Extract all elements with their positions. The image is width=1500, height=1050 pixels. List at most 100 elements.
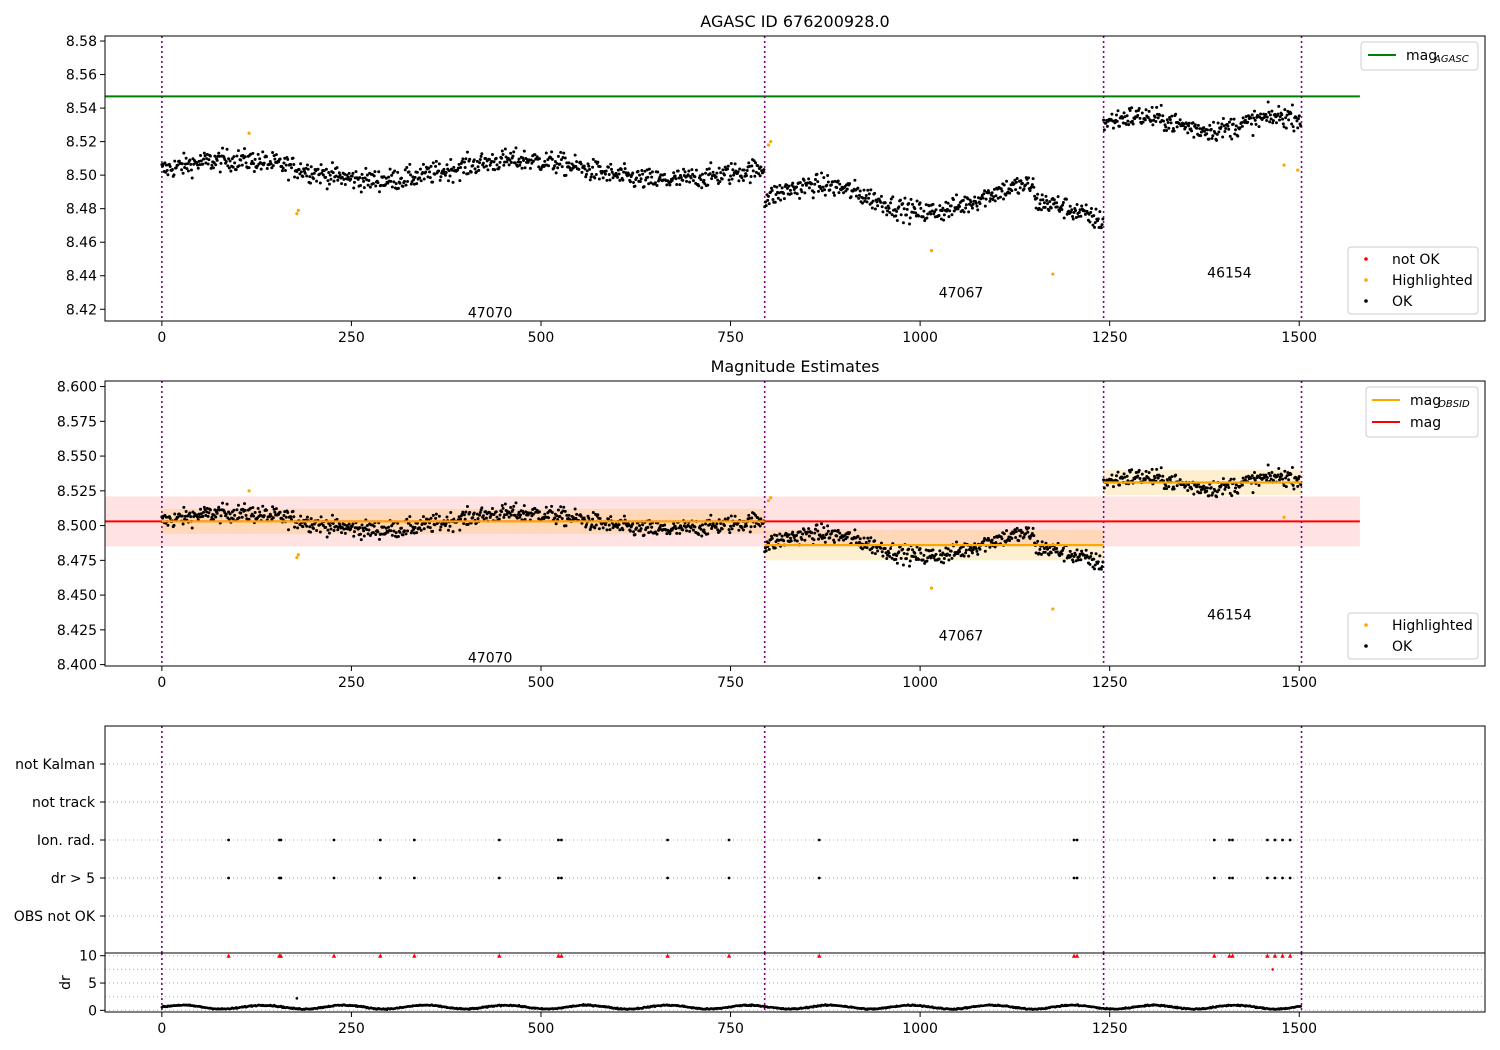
ok-point: [1121, 116, 1125, 120]
ok-point: [1049, 206, 1053, 210]
ok-point: [312, 177, 316, 181]
ok-point: [209, 166, 213, 170]
ok-point: [729, 162, 733, 166]
ok-point: [422, 527, 426, 531]
ok-point: [879, 200, 883, 204]
ok-point: [1096, 217, 1100, 221]
ok-point: [1202, 484, 1206, 488]
ok-point: [1111, 126, 1115, 130]
ok-point: [481, 514, 485, 518]
ok-point: [326, 179, 330, 183]
ok-point: [444, 171, 448, 175]
ok-point: [610, 167, 614, 171]
ok-point: [1048, 200, 1052, 204]
ok-point: [1008, 191, 1012, 195]
ok-point: [196, 163, 200, 167]
ok-point: [622, 514, 626, 518]
ok-point: [1268, 474, 1272, 478]
ok-point: [807, 186, 811, 190]
ok-point: [269, 514, 273, 518]
ok-point: [1137, 107, 1141, 111]
ok-point: [334, 174, 338, 178]
ok-point: [951, 198, 955, 202]
ok-point: [668, 183, 672, 187]
ok-point: [748, 164, 752, 168]
ok-point: [500, 149, 504, 153]
ok-point: [286, 528, 290, 532]
ok-point: [969, 546, 973, 550]
ok-point: [702, 178, 706, 182]
ok-point: [501, 506, 505, 510]
ok-point: [1227, 127, 1231, 131]
ok-point: [1217, 488, 1221, 492]
y-tick-label: 8.550: [57, 449, 97, 465]
ok-point: [189, 515, 193, 519]
flag-point: [666, 838, 670, 842]
ok-point: [984, 197, 988, 201]
ok-point: [207, 511, 211, 515]
dr-clipped-marker: [226, 953, 231, 958]
ok-point: [1138, 477, 1142, 481]
ok-point: [591, 157, 595, 161]
ok-point: [372, 524, 376, 528]
obsid-label: 47070: [468, 306, 513, 322]
ok-point: [1149, 119, 1153, 123]
ok-point: [544, 505, 548, 509]
ok-point: [273, 510, 277, 514]
ok-point: [503, 513, 507, 517]
ok-point: [1205, 489, 1209, 493]
ok-point: [1254, 122, 1258, 126]
ok-point: [642, 185, 646, 189]
ok-point: [998, 195, 1002, 199]
ok-point: [609, 515, 613, 519]
ok-point: [1191, 121, 1195, 125]
ok-point: [939, 217, 943, 221]
ok-point: [342, 527, 346, 531]
ok-point: [434, 164, 438, 168]
ok-point: [450, 168, 454, 172]
ok-point: [340, 182, 344, 186]
ok-point: [593, 526, 597, 530]
flag-category-label: dr > 5: [51, 871, 95, 887]
ok-point: [518, 163, 522, 167]
ok-point: [886, 553, 890, 557]
ok-point: [421, 170, 425, 174]
ok-point: [561, 509, 565, 513]
x-tick-label: 1500: [1281, 675, 1317, 691]
ok-point: [336, 178, 340, 182]
ok-point: [1123, 115, 1127, 119]
ok-point: [889, 197, 893, 201]
dr-clipped-marker: [665, 953, 670, 958]
ok-point: [810, 531, 814, 535]
ok-point: [210, 163, 214, 167]
ok-point: [186, 169, 190, 173]
ok-point: [324, 175, 328, 179]
ok-point: [419, 179, 423, 183]
ok-point: [1297, 114, 1301, 118]
ok-point: [303, 171, 307, 175]
ok-point: [431, 529, 435, 533]
ok-point: [495, 163, 499, 167]
ok-point: [769, 186, 773, 190]
ok-point: [742, 168, 746, 172]
ok-point: [176, 163, 180, 167]
ok-point: [693, 175, 697, 179]
highlighted-point: [929, 248, 934, 253]
ok-point: [358, 526, 362, 530]
ok-point: [802, 528, 806, 532]
ok-point: [373, 170, 377, 174]
ok-point: [826, 529, 830, 533]
ok-point: [466, 172, 470, 176]
ok-point: [926, 212, 930, 216]
ok-point: [1171, 127, 1175, 131]
ok-point: [821, 534, 825, 538]
ok-point: [1152, 118, 1156, 122]
chart-title: AGASC ID 676200928.0: [700, 12, 889, 31]
ok-point: [396, 170, 400, 174]
ok-point: [863, 199, 867, 203]
ok-point: [1074, 216, 1078, 220]
ok-point: [1265, 118, 1269, 122]
flag-point: [666, 876, 670, 880]
ok-point: [1224, 126, 1228, 130]
ok-point: [930, 553, 934, 557]
